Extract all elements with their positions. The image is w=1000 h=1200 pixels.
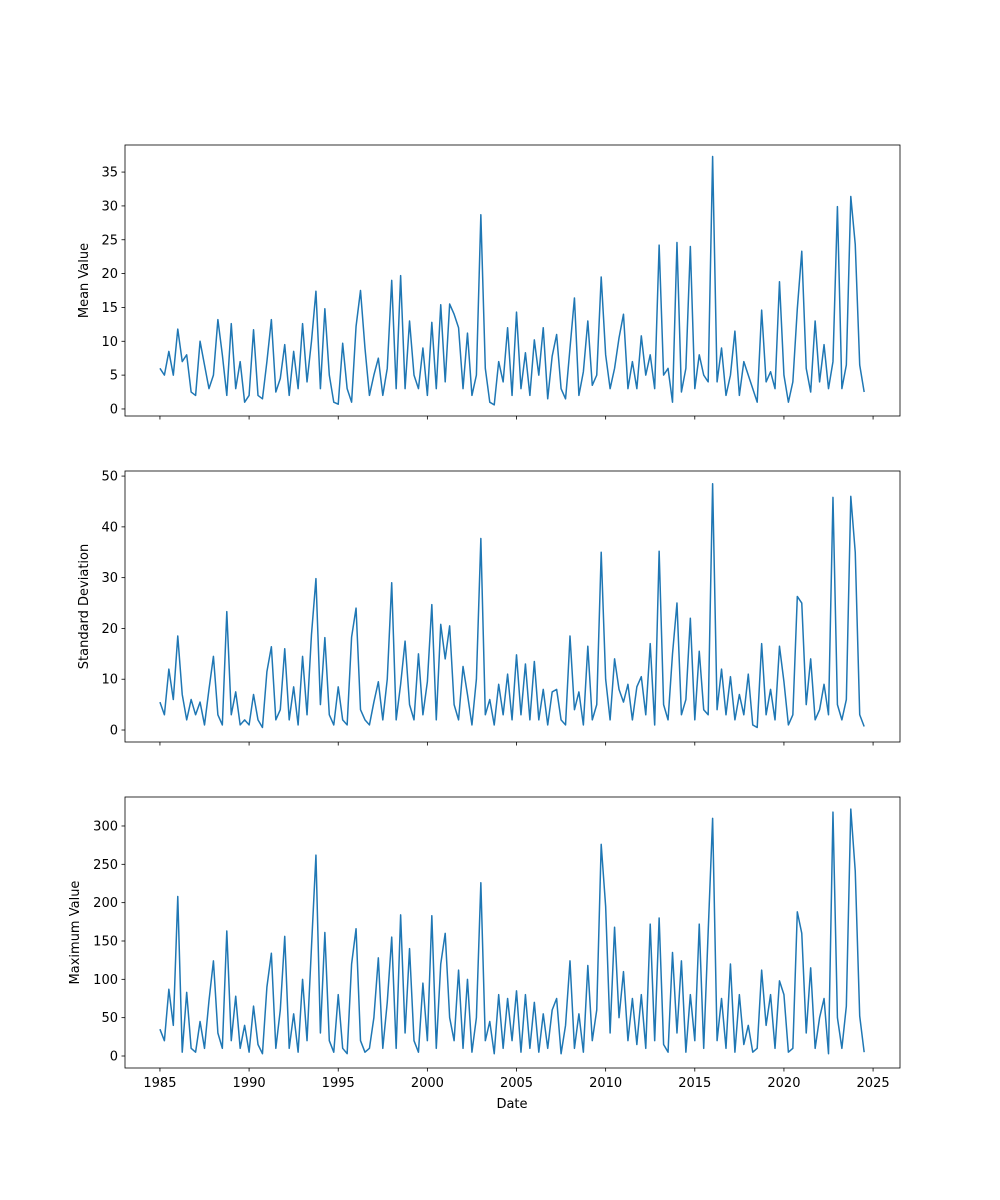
y-tick-label: 50 xyxy=(101,470,118,485)
y-tick-label: 300 xyxy=(93,819,118,834)
y-tick-label: 30 xyxy=(101,571,118,586)
y-tick-label: 0 xyxy=(110,1050,118,1065)
x-tick-label: 2010 xyxy=(589,1076,622,1091)
y-tick-label: 100 xyxy=(93,973,118,988)
x-tick-label: 1985 xyxy=(143,1076,176,1091)
y-axis-label: Maximum Value xyxy=(68,881,83,985)
y-tick-label: 10 xyxy=(101,335,118,350)
y-tick-label: 150 xyxy=(93,934,118,949)
axes-frame xyxy=(124,470,901,743)
axes-frame xyxy=(124,144,901,417)
y-tick-label: 20 xyxy=(101,267,118,282)
x-tick-label: 2020 xyxy=(767,1076,800,1091)
x-tick-label: 2015 xyxy=(678,1076,711,1091)
axes-frame xyxy=(124,796,901,1069)
x-tick-label: 1990 xyxy=(233,1076,266,1091)
data-line xyxy=(159,808,865,1055)
x-tick-label: 1995 xyxy=(322,1076,355,1091)
x-axis-label: Date xyxy=(496,1097,527,1112)
y-tick-label: 10 xyxy=(101,673,118,688)
y-tick-label: 20 xyxy=(101,622,118,637)
data-line xyxy=(159,155,865,406)
y-tick-label: 30 xyxy=(101,199,118,214)
y-tick-label: 15 xyxy=(101,301,118,316)
y-tick-label: 50 xyxy=(101,1011,118,1026)
y-tick-label: 0 xyxy=(110,402,118,417)
x-tick-label: 2005 xyxy=(500,1076,533,1091)
y-tick-label: 5 xyxy=(110,369,118,384)
y-axis-label: Standard Deviation xyxy=(77,544,92,669)
y-tick-label: 0 xyxy=(110,724,118,739)
y-tick-label: 200 xyxy=(93,896,118,911)
x-tick-label: 2000 xyxy=(411,1076,444,1091)
y-tick-label: 40 xyxy=(101,520,118,535)
x-tick-label: 2025 xyxy=(857,1076,890,1091)
y-tick-label: 35 xyxy=(101,166,118,181)
data-line xyxy=(159,482,865,729)
y-tick-label: 25 xyxy=(101,233,118,248)
y-axis-label: Mean Value xyxy=(77,243,92,318)
y-tick-label: 250 xyxy=(93,858,118,873)
